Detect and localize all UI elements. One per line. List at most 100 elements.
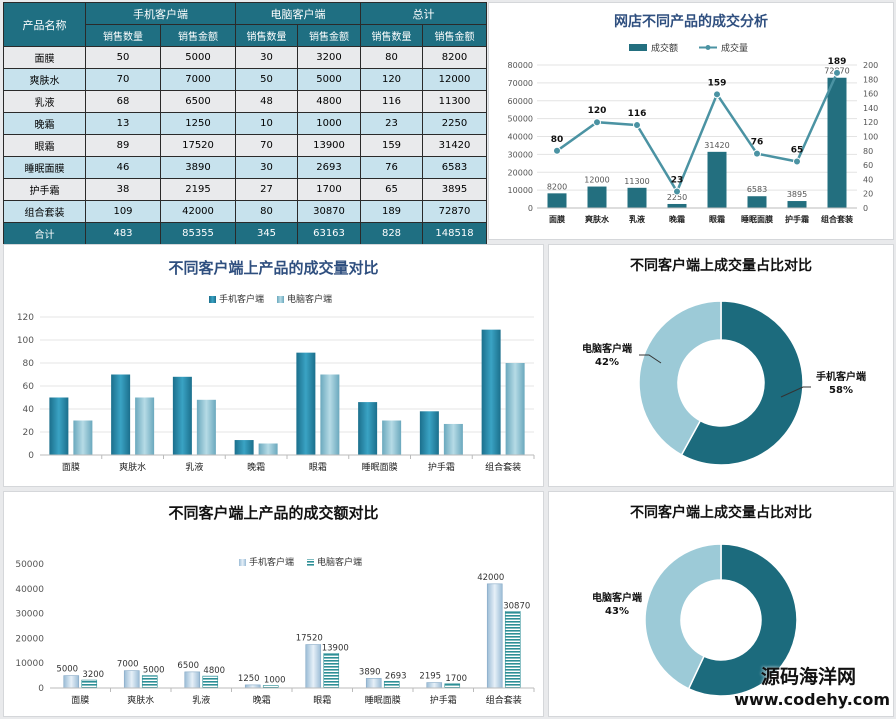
point-volume bbox=[753, 149, 761, 158]
bar-amount bbox=[547, 193, 567, 208]
row-cell: 50 bbox=[85, 46, 161, 69]
x-tick: 乳液 bbox=[192, 694, 210, 706]
slice-mobile bbox=[687, 543, 798, 697]
x-tick: 晚霜 bbox=[247, 462, 265, 473]
bar-pc bbox=[383, 681, 400, 689]
legend-marker-volume bbox=[705, 45, 711, 50]
bar-amount bbox=[707, 151, 727, 208]
y-tick: 40000 bbox=[15, 585, 44, 595]
chart-share-1: 手机客户端 58% 电脑客户端 42% bbox=[582, 300, 866, 466]
data-label-mobile: 17520 bbox=[296, 634, 323, 644]
row-cell: 3200 bbox=[297, 46, 361, 69]
row-product: 面膜 bbox=[3, 46, 86, 69]
row-cell: 1700 bbox=[297, 178, 361, 201]
data-label-mobile: 2195 bbox=[419, 672, 441, 682]
row-cell: 70 bbox=[85, 68, 161, 91]
bar-pc bbox=[504, 611, 521, 689]
total-cell: 345 bbox=[235, 222, 298, 245]
bar-pc bbox=[320, 374, 340, 455]
x-tick: 面膜 bbox=[62, 462, 80, 473]
x-tick: 爽肤水 bbox=[119, 461, 146, 473]
row-cell: 1250 bbox=[160, 112, 236, 135]
slice-mobile bbox=[680, 300, 804, 466]
row-cell: 65 bbox=[360, 178, 423, 201]
table-row: 眼霜 89 17520 70 13900 159 31420 bbox=[3, 134, 487, 157]
bar-amount bbox=[667, 203, 687, 208]
bar-mobile bbox=[296, 352, 316, 455]
x-tick: 眼霜 bbox=[309, 462, 327, 473]
row-cell: 72870 bbox=[422, 200, 487, 223]
point-volume bbox=[633, 121, 641, 130]
legend-swatch-amount bbox=[629, 44, 647, 51]
chart-amount-panel: 不同客户端上产品的成交额对比 手机客户端 电脑客户端 0 10000 20000 3000… bbox=[3, 491, 544, 717]
point-volume bbox=[593, 118, 601, 127]
bar-mobile bbox=[234, 440, 254, 455]
row-product: 组合套装 bbox=[3, 200, 86, 223]
slice-pc bbox=[638, 300, 722, 456]
y-tick: 20 bbox=[23, 428, 35, 438]
point-volume bbox=[793, 157, 801, 166]
row-cell: 80 bbox=[235, 200, 298, 223]
y-tick: 10000 bbox=[15, 659, 44, 669]
row-cell: 2195 bbox=[160, 178, 236, 201]
y-tick: 0 bbox=[28, 451, 34, 461]
data-label-pc: 1000 bbox=[264, 676, 286, 686]
chart-share-2: 电脑客户端 43% bbox=[592, 543, 798, 697]
bar-mobile bbox=[486, 583, 503, 689]
data-label-volume: 159 bbox=[708, 78, 727, 88]
data-label-amount: 3895 bbox=[787, 190, 807, 199]
header-sub: 销售金额 bbox=[160, 24, 236, 47]
total-cell: 483 bbox=[85, 222, 161, 245]
x-tick: 爽肤水 bbox=[127, 694, 154, 706]
row-cell: 5000 bbox=[297, 68, 361, 91]
data-label-amount: 31420 bbox=[704, 141, 729, 150]
bar-amount bbox=[827, 77, 847, 208]
y-tick: 20000 bbox=[15, 634, 44, 644]
bar-amount bbox=[627, 187, 647, 208]
header-product: 产品名称 bbox=[3, 2, 86, 47]
row-product: 晚霜 bbox=[3, 112, 86, 135]
x-tick: 护手霜 bbox=[430, 694, 457, 706]
slice-pc bbox=[644, 543, 722, 690]
x-tick: 睡眠面膜 bbox=[362, 461, 398, 473]
bar-pc bbox=[444, 683, 461, 689]
row-cell: 42000 bbox=[160, 200, 236, 223]
bar-pc bbox=[141, 675, 158, 689]
x-tick: 组合套装 bbox=[486, 694, 522, 706]
bar-mobile bbox=[123, 670, 140, 689]
data-label-volume: 76 bbox=[751, 138, 764, 148]
row-cell: 48 bbox=[235, 90, 298, 113]
data-label-volume: 80 bbox=[551, 135, 564, 145]
bar-pc bbox=[323, 653, 340, 689]
table-row: 爽肤水 70 7000 50 5000 120 12000 bbox=[3, 68, 487, 91]
table-row: 睡眠面膜 46 3890 30 2693 76 6583 bbox=[3, 156, 487, 179]
y-tick-right: 0 bbox=[863, 204, 868, 213]
watermark-url: www.codehy.com bbox=[734, 690, 890, 709]
bar-amount bbox=[587, 186, 607, 208]
row-cell: 89 bbox=[85, 134, 161, 157]
chart-share-panel-2: 不同客户端上成交量占比对比 电脑客户端 43% bbox=[548, 491, 894, 717]
bar-pc bbox=[258, 443, 278, 455]
row-cell: 68 bbox=[85, 90, 161, 113]
y-tick-right: 160 bbox=[863, 90, 878, 99]
row-cell: 30870 bbox=[297, 200, 361, 223]
y-tick-right: 140 bbox=[863, 104, 878, 113]
bar-pc bbox=[81, 679, 98, 689]
x-tick: 睡眠面膜 bbox=[365, 694, 401, 706]
chart-combo: 成交额 成交量 0 10000 20000 30000 40000 50000 60000 700… bbox=[508, 42, 879, 224]
table-row: 护手霜 38 2195 27 1700 65 3895 bbox=[3, 178, 487, 201]
data-label-amount: 12000 bbox=[584, 176, 609, 185]
chart-share-title-1: 不同客户端上成交量占比对比 bbox=[630, 258, 812, 274]
total-cell: 63163 bbox=[297, 222, 361, 245]
legend-swatch-mobile bbox=[239, 559, 246, 566]
data-label-mobile: 1250 bbox=[238, 674, 260, 684]
y-tick: 80 bbox=[23, 359, 35, 369]
bar-mobile bbox=[365, 678, 382, 689]
row-cell: 3890 bbox=[160, 156, 236, 179]
y-tick-right: 120 bbox=[863, 118, 878, 127]
row-cell: 8200 bbox=[422, 46, 487, 69]
data-label-pc: 13900 bbox=[322, 644, 349, 654]
point-volume bbox=[553, 146, 561, 155]
legend-label-volume: 成交量 bbox=[721, 42, 748, 54]
watermark-title: 源码海洋网 bbox=[760, 666, 856, 688]
